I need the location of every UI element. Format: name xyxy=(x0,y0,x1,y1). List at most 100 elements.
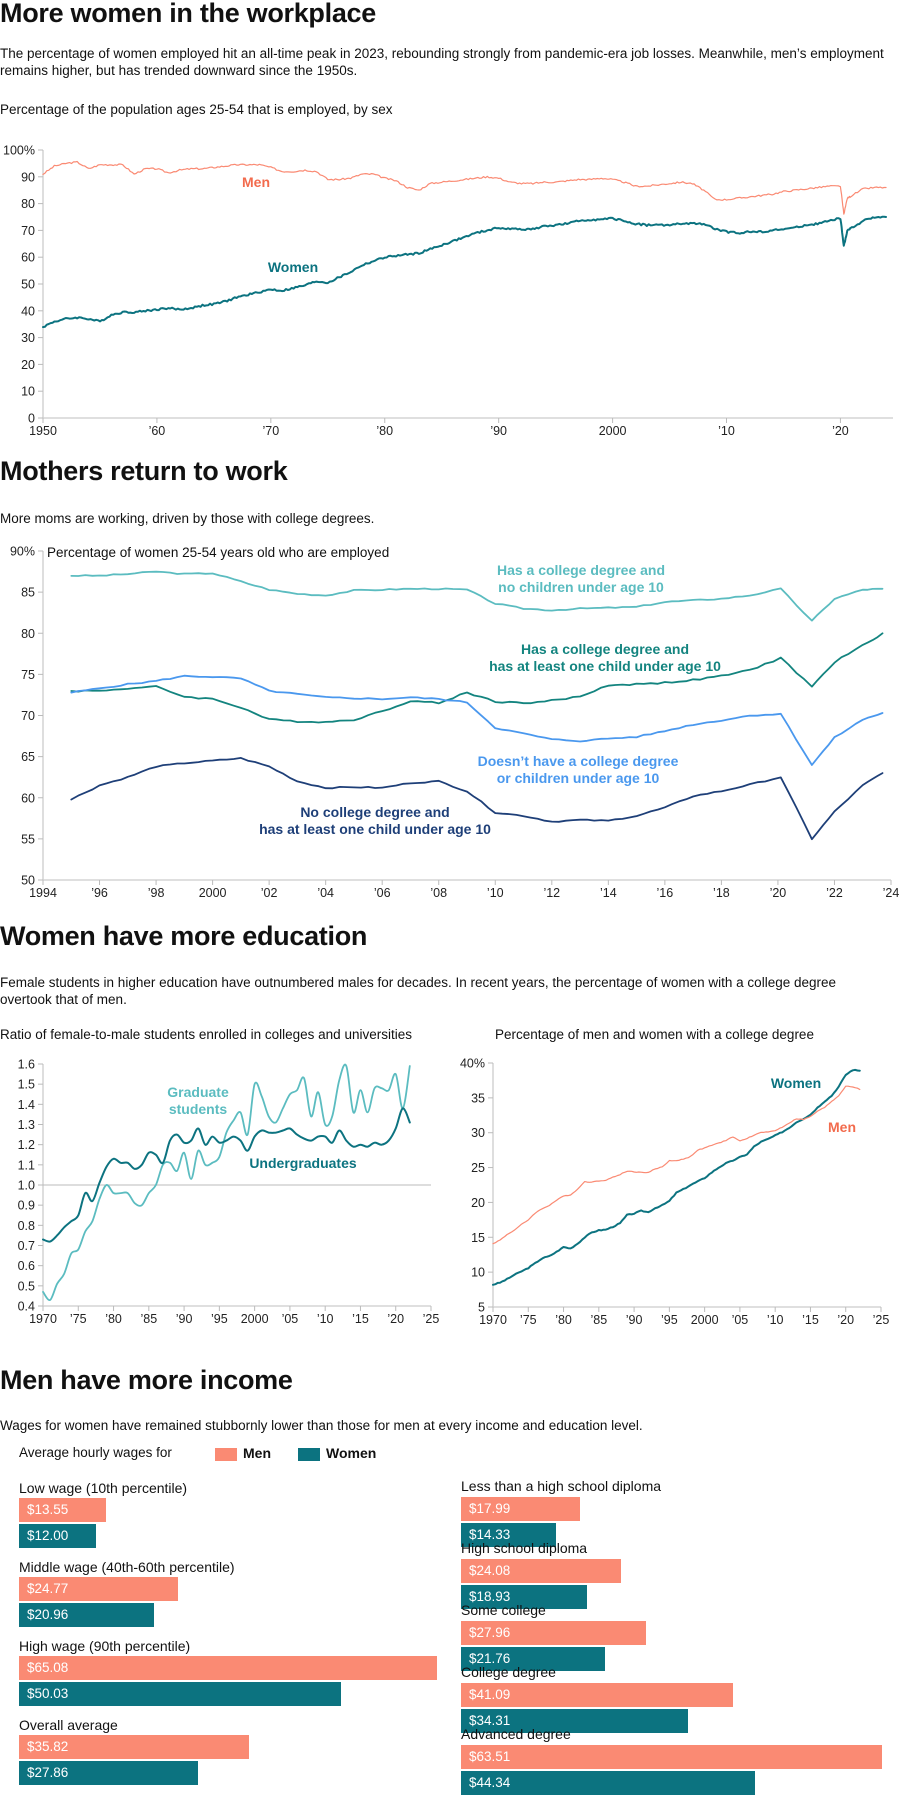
wage-bar-men: $17.99 xyxy=(461,1497,581,1521)
x-tick-label: ’10 xyxy=(767,1313,784,1327)
x-tick-label: ’75 xyxy=(520,1313,537,1327)
x-tick-label: 2000 xyxy=(241,1312,269,1326)
wage-category-label: High school diploma xyxy=(461,1540,588,1556)
y-tick-label: 70 xyxy=(21,224,35,238)
chart-title-employment-by-sex: Percentage of the population ages 25-54 … xyxy=(0,102,393,117)
x-tick-label: ’20 xyxy=(837,1313,854,1327)
y-tick-label: 1.5 xyxy=(18,1078,35,1092)
y-tick-label: 50 xyxy=(21,874,35,888)
wage-bar-women: $50.03 xyxy=(19,1682,341,1706)
x-tick-label: ’20 xyxy=(832,424,849,438)
wage-bar-women: $27.86 xyxy=(19,1761,199,1785)
y-tick-label: 15 xyxy=(471,1231,485,1245)
section-title-workplace: More women in the workplace xyxy=(0,0,376,28)
wage-bar-women: $14.33 xyxy=(461,1523,556,1547)
y-tick-label: 70 xyxy=(21,709,35,723)
x-tick-label: 2000 xyxy=(691,1313,719,1327)
section-description-mothers: More moms are working, driven by those w… xyxy=(0,511,375,526)
x-tick-label: ’95 xyxy=(661,1313,678,1327)
y-tick-label: 5 xyxy=(478,1301,485,1315)
x-tick-label: ’80 xyxy=(555,1313,572,1327)
series-label-no-college-no-children: Doesn’t have a college degree xyxy=(478,753,679,769)
x-tick-label: ’18 xyxy=(713,886,730,900)
x-tick-label: ’05 xyxy=(282,1312,299,1326)
wage-category-label: College degree xyxy=(461,1664,556,1680)
y-tick-label: 90% xyxy=(10,545,35,559)
y-tick-label: 55 xyxy=(21,832,35,846)
y-tick-label: 1.2 xyxy=(18,1138,35,1152)
y-tick-label: 1.6 xyxy=(18,1058,35,1072)
x-tick-label: ’22 xyxy=(826,886,843,900)
x-tick-label: 1994 xyxy=(29,886,57,900)
x-tick-label: ’16 xyxy=(657,886,674,900)
section-title-income: Men have more income xyxy=(0,1365,293,1395)
legend-swatch-women xyxy=(298,1448,320,1461)
wage-category-label: Low wage (10th percentile) xyxy=(19,1480,188,1496)
series-line-women xyxy=(42,215,887,329)
legend-label-men: Men xyxy=(243,1445,271,1461)
x-tick-label: ’80 xyxy=(376,424,393,438)
series-label-no-college-no-children: or children under age 10 xyxy=(497,770,660,786)
y-tick-label: 1.3 xyxy=(18,1118,35,1132)
section-title-mothers: Mothers return to work xyxy=(0,456,288,486)
x-tick-label: ’96 xyxy=(91,886,108,900)
y-tick-label: 20 xyxy=(21,358,35,372)
y-tick-label: 0 xyxy=(28,412,35,426)
series-label-college-no-children: Has a college degree and xyxy=(497,562,665,578)
x-tick-label: ’75 xyxy=(70,1312,87,1326)
x-tick-label: ’90 xyxy=(626,1313,643,1327)
series-label-women: Women xyxy=(268,259,318,275)
y-tick-label: 60 xyxy=(21,791,35,805)
series-label-college-with-children: has at least one child under age 10 xyxy=(489,658,721,674)
y-tick-label: 0.7 xyxy=(18,1239,35,1253)
wage-bar-men: $27.96 xyxy=(461,1621,647,1645)
y-tick-label: 0.8 xyxy=(18,1219,35,1233)
y-tick-label: 80 xyxy=(21,627,35,641)
x-tick-label: 2000 xyxy=(199,886,227,900)
wage-category-label: Advanced degree xyxy=(461,1726,571,1742)
series-line-men xyxy=(492,1085,861,1245)
section-description-education: Female students in higher education have… xyxy=(0,975,837,1007)
series-label-college-with-children: Has a college degree and xyxy=(521,641,689,657)
y-tick-label: 20 xyxy=(471,1196,485,1210)
x-tick-label: ’10 xyxy=(317,1312,334,1326)
wage-bar-men: $41.09 xyxy=(461,1683,734,1707)
x-tick-label: 2000 xyxy=(599,424,627,438)
series-label-graduate: students xyxy=(169,1101,228,1117)
series-label-no-college-with-children: No college degree and xyxy=(300,804,449,820)
wage-category-label: Overall average xyxy=(19,1717,118,1733)
wage-bar-women: $12.00 xyxy=(19,1524,97,1548)
y-tick-label: 80 xyxy=(21,197,35,211)
wage-bar-women: $20.96 xyxy=(19,1603,154,1627)
x-tick-label: ’85 xyxy=(140,1312,157,1326)
series-line-no-college-with-children xyxy=(70,757,884,841)
chart-title-college-degree: Percentage of men and women with a colle… xyxy=(495,1027,814,1042)
x-tick-label: ’10 xyxy=(487,886,504,900)
wage-bar-women: $34.31 xyxy=(461,1709,689,1733)
x-tick-label: ’70 xyxy=(262,424,279,438)
x-tick-label: ’85 xyxy=(590,1313,607,1327)
y-tick-label: 0.9 xyxy=(18,1199,35,1213)
x-tick-label: ’95 xyxy=(211,1312,228,1326)
x-tick-label: ’60 xyxy=(149,424,166,438)
x-tick-label: ’02 xyxy=(261,886,278,900)
series-label-women: Women xyxy=(771,1075,821,1091)
wage-category-label: High wage (90th percentile) xyxy=(19,1638,191,1654)
x-tick-label: ’10 xyxy=(718,424,735,438)
y-tick-label: 75 xyxy=(21,668,35,682)
y-tick-label: 30 xyxy=(471,1126,485,1140)
y-tick-label: 1.1 xyxy=(18,1158,35,1172)
section-description-income: Wages for women have remained stubbornly… xyxy=(0,1418,643,1433)
series-line-graduate xyxy=(42,1063,411,1301)
y-tick-label: 100% xyxy=(3,144,35,158)
series-label-men: Men xyxy=(828,1119,856,1135)
y-tick-label: 25 xyxy=(471,1161,485,1175)
wage-bar-men: $35.82 xyxy=(19,1735,250,1759)
y-tick-label: 10 xyxy=(471,1266,485,1280)
x-tick-label: ’08 xyxy=(430,886,447,900)
wage-bar-women: $21.76 xyxy=(461,1647,606,1671)
x-tick-label: ’20 xyxy=(387,1312,404,1326)
wage-legend-title: Average hourly wages for xyxy=(19,1445,172,1460)
